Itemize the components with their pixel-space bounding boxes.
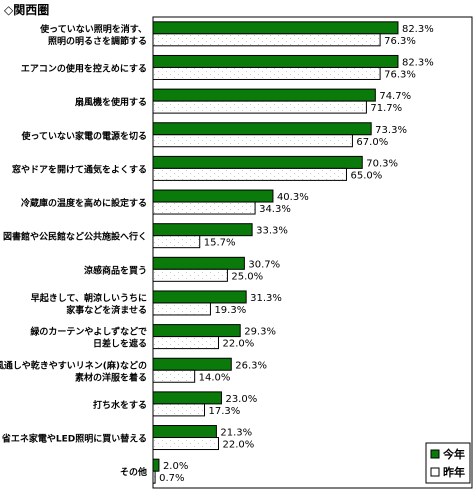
data-label: 67.0% — [356, 137, 388, 148]
data-label: 23.0% — [225, 394, 257, 405]
data-label: 76.3% — [384, 36, 416, 47]
bar-this-year — [152, 324, 241, 338]
category-label: 使っていない照明を消す、照明の明るさを調節する — [39, 23, 147, 47]
data-label: 0.7% — [159, 473, 184, 484]
category-label: 省エネ家電やLED照明に買い替える — [1, 433, 147, 445]
category-label: 扇風機を使用する — [75, 96, 147, 108]
data-label: 71.7% — [370, 103, 402, 114]
bar-this-year — [152, 290, 247, 304]
legend-label: 今年 — [442, 447, 465, 461]
data-label: 21.3% — [220, 428, 252, 439]
bar-last-year — [152, 167, 347, 181]
bar-last-year — [152, 403, 205, 417]
category-label: 打ち水をする — [93, 399, 147, 411]
data-label: 29.3% — [244, 327, 276, 338]
category-label: 図書館や公民館など公共施設へ行く — [3, 231, 147, 243]
category-label: 窓やドアを開けて通気をよくする — [12, 163, 147, 175]
bar-this-year — [152, 425, 217, 439]
bar-this-year — [152, 256, 245, 270]
data-label: 33.3% — [256, 226, 288, 237]
bar-this-year — [152, 458, 160, 472]
category-label: 風通しや乾きやすいリネン(麻)などの素材の洋服を着る — [0, 359, 147, 383]
data-label: 14.0% — [199, 372, 231, 383]
data-label: 26.3% — [235, 360, 267, 371]
bar-last-year — [152, 235, 201, 249]
bar-last-year — [152, 470, 156, 484]
bar-last-year — [152, 134, 353, 148]
data-label: 76.3% — [384, 69, 416, 80]
data-label: 73.3% — [375, 125, 407, 136]
data-label: 82.3% — [402, 24, 434, 35]
category-label: エアコンの使用を控えめにする — [21, 62, 147, 74]
data-label: 19.3% — [214, 305, 246, 316]
chart-title: ◇関西圏 — [4, 3, 50, 17]
data-label: 2.0% — [163, 461, 188, 472]
category-label: 使っていない家電の電源を切る — [20, 130, 147, 142]
bar-last-year — [152, 302, 211, 316]
data-label: 40.3% — [277, 192, 309, 203]
bar-this-year — [152, 155, 363, 169]
bar-last-year — [152, 437, 219, 451]
bar-this-year — [152, 391, 222, 405]
bar-this-year — [152, 189, 274, 203]
data-label: 31.3% — [250, 293, 282, 304]
data-label: 34.3% — [259, 204, 291, 215]
bar-this-year — [152, 21, 399, 35]
bar-last-year — [152, 336, 219, 350]
legend-label: 昨年 — [443, 465, 465, 479]
data-label: 74.7% — [379, 91, 411, 102]
bar-last-year — [152, 201, 256, 215]
data-label: 25.0% — [231, 271, 263, 282]
legend-swatch — [430, 449, 440, 459]
bar-last-year — [152, 268, 228, 282]
data-label: 22.0% — [222, 339, 254, 350]
data-label: 70.3% — [366, 158, 398, 169]
category-label: 冷蔵庫の温度を高めに設定する — [21, 197, 147, 209]
bar-this-year — [152, 54, 399, 68]
category-label: 早起きして、朝涼しいうちに家事などを済ませる — [31, 292, 147, 316]
bar-last-year — [152, 66, 381, 80]
data-label: 30.7% — [248, 259, 280, 270]
bar-this-year — [152, 88, 376, 102]
bar-last-year — [152, 33, 381, 47]
bar-last-year — [152, 100, 367, 114]
data-label: 82.3% — [402, 57, 434, 68]
data-label: 22.0% — [222, 440, 254, 451]
category-label: その他 — [120, 466, 147, 478]
data-label: 65.0% — [350, 170, 382, 181]
bar-this-year — [152, 223, 253, 237]
bar-last-year — [152, 369, 196, 383]
category-label: 涼感商品を買う — [84, 264, 147, 276]
plot-frame — [152, 16, 473, 489]
legend-swatch — [430, 467, 440, 477]
data-label: 15.7% — [204, 238, 236, 249]
category-label: 緑のカーテンやよしずなどで日差しを遮る — [30, 326, 147, 350]
bar-this-year — [152, 357, 232, 371]
data-label: 17.3% — [208, 406, 240, 417]
bar-this-year — [152, 122, 372, 136]
